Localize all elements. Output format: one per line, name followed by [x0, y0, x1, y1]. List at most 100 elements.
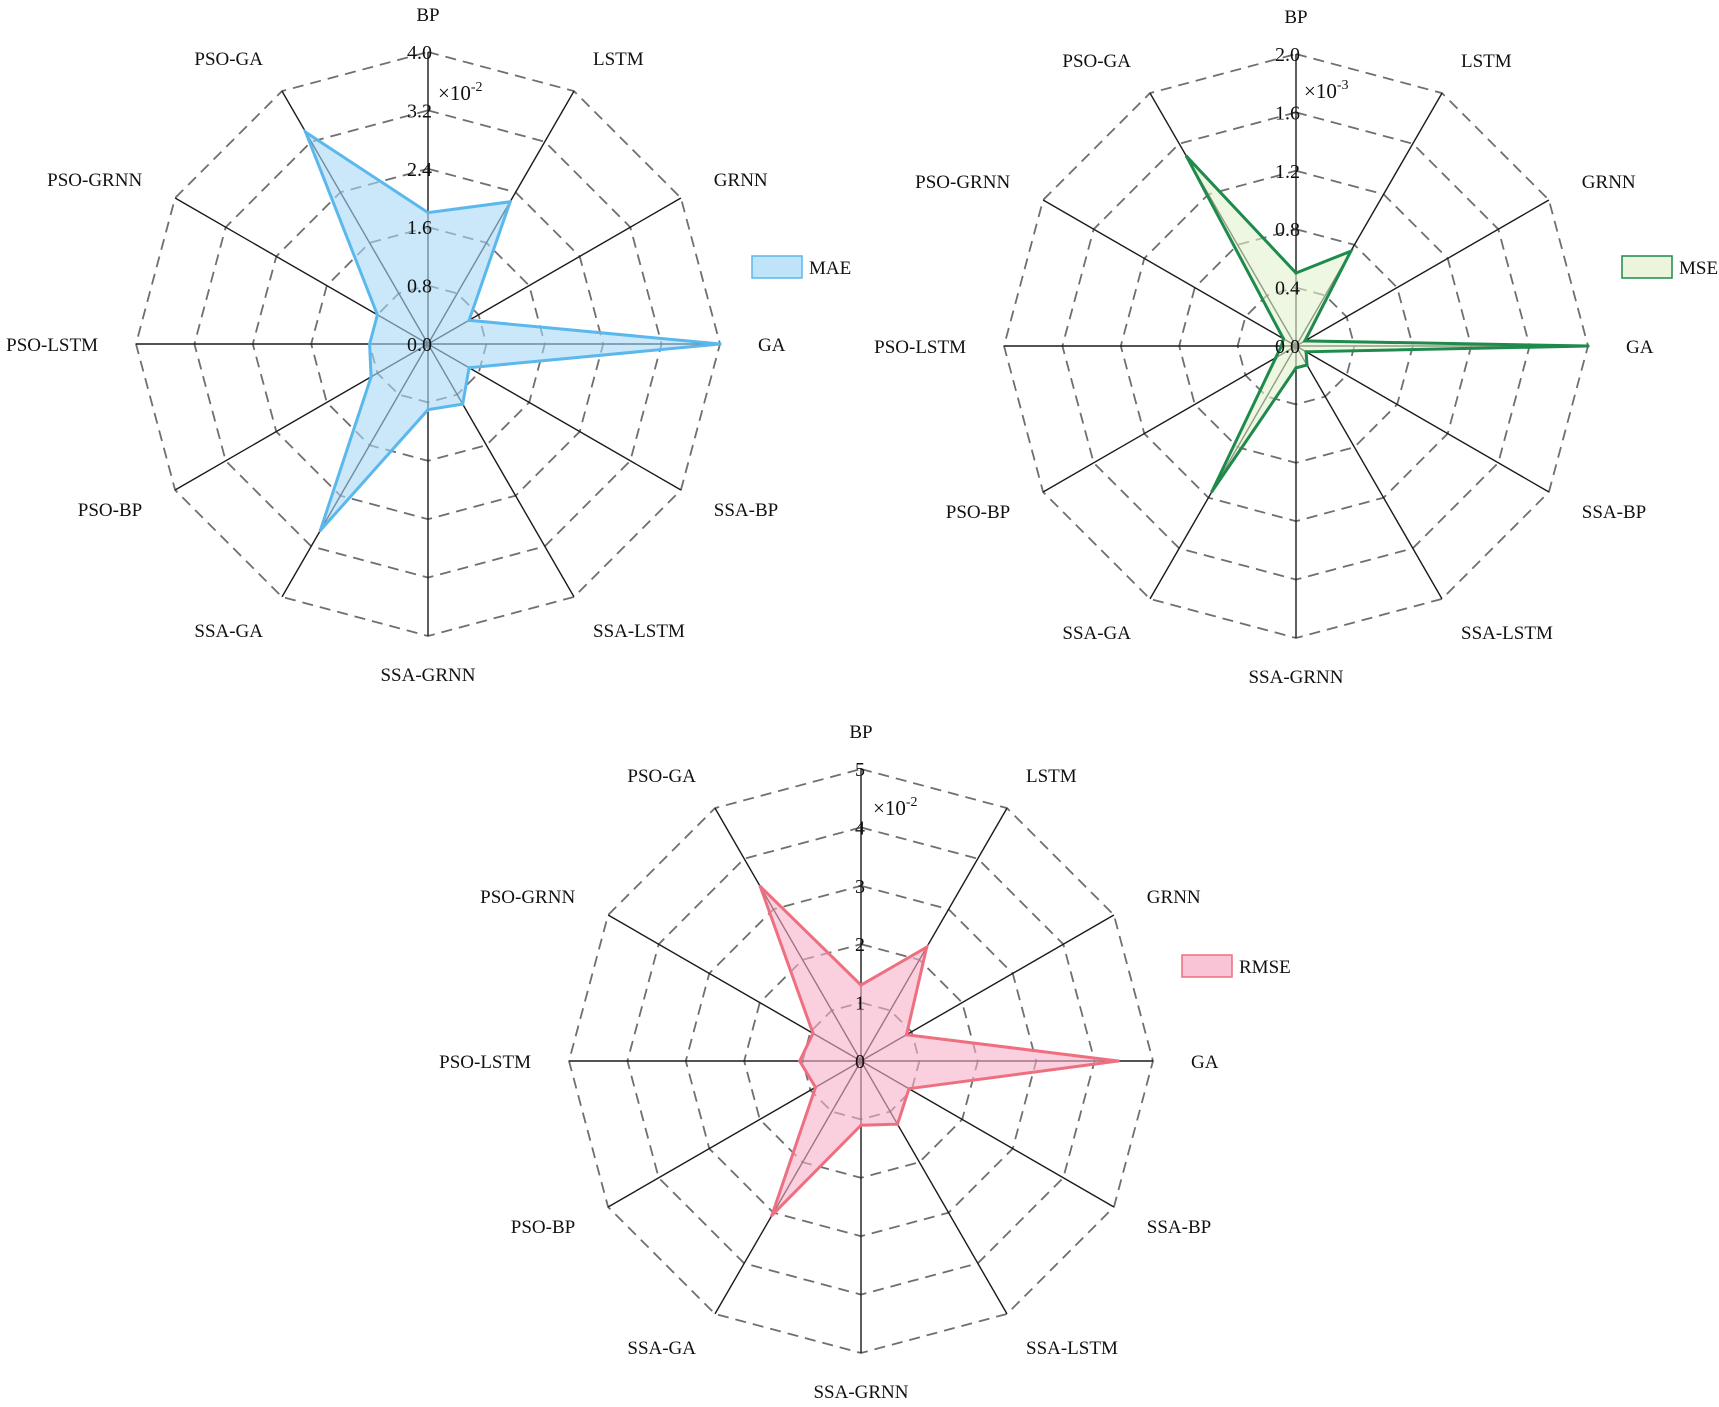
rmse-category-label: PSO-GRNN — [480, 887, 575, 908]
rmse-category-label: PSO-LSTM — [439, 1052, 531, 1073]
mse-category-label: PSO-GRNN — [915, 172, 1010, 193]
mae-tick-label: 2.4 — [407, 159, 432, 181]
rmse-legend-swatch — [1181, 954, 1233, 978]
mae-category-label: PSO-LSTM — [6, 335, 98, 356]
rmse-data-point — [859, 1123, 863, 1127]
mae-legend-label: MAE — [809, 258, 851, 279]
mse-data-point — [1279, 344, 1283, 348]
mse-category-label: SSA-GRNN — [1248, 667, 1343, 688]
mae-data-point — [467, 366, 471, 370]
mse-data-point — [1586, 344, 1590, 348]
mse-category-label: SSA-GA — [1062, 623, 1131, 644]
mse-data-point — [1349, 249, 1353, 253]
rmse-radar-chart: 0 1 2 3 4 5 ×10-2 BP LSTM GRNN GA SSA-BP SSA-LSTM SSA… — [439, 722, 1291, 1403]
mse-data-point — [1274, 356, 1278, 360]
rmse-data-point — [904, 1033, 909, 1037]
mae-data-point — [318, 528, 322, 533]
rmse-data-point — [813, 1085, 818, 1089]
mae-category-label: SSA-BP — [714, 500, 778, 521]
mse-legend-swatch — [1621, 255, 1673, 279]
rmse-data-point — [907, 1087, 911, 1091]
mse-category-label: GRNN — [1582, 172, 1636, 193]
mae-category-label: BP — [416, 5, 439, 26]
mae-data-point — [375, 313, 379, 317]
mae-radar-chart: 0.0 0.8 1.6 2.4 3.2 4.0 ×10-2 BP LSTM GRNN GA SSA-B… — [6, 5, 851, 686]
mae-tick-label: 1.6 — [407, 217, 432, 239]
mse-data-point — [1294, 271, 1298, 275]
mse-data-point — [1184, 154, 1189, 158]
mse-axis-spoke — [1295, 345, 1550, 493]
rmse-category-label: SSA-LSTM — [1026, 1338, 1118, 1359]
mae-data-point — [304, 130, 308, 134]
mse-data-point — [1305, 363, 1309, 367]
mae-data-point — [426, 211, 430, 215]
mse-axis-spoke — [1042, 345, 1297, 493]
mse-axis-spoke — [1295, 345, 1443, 600]
rmse-tick-label: 2 — [855, 934, 865, 956]
mse-radar-chart: 0.0 0.4 0.8 1.2 1.6 2.0×10-3 BP LSTM GRNN GA SSA-B… — [874, 7, 1718, 688]
rmse-data-point — [770, 1213, 774, 1217]
mse-category-label: SSA-BP — [1582, 502, 1646, 523]
mae-category-label: GA — [758, 335, 786, 356]
mae-scale-label: ×10-2 — [438, 80, 483, 105]
rmse-data-point — [859, 983, 863, 987]
rmse-data-point — [798, 1059, 802, 1063]
rmse-scale-label: ×10-2 — [873, 795, 918, 820]
rmse-tick-label: 3 — [855, 876, 865, 898]
mae-category-label: GRNN — [714, 170, 768, 191]
mae-category-label: PSO-GA — [194, 49, 263, 70]
rmse-tick-label: 1 — [855, 993, 865, 1015]
mae-data-point — [467, 318, 471, 322]
rmse-tick-label: 5 — [855, 759, 865, 781]
mae-tick-label: 4.0 — [407, 42, 432, 64]
mae-category-label: PSO-BP — [78, 500, 142, 521]
mse-category-label: PSO-GA — [1062, 51, 1131, 72]
rmse-data-point — [895, 1122, 900, 1126]
rmse-category-label: SSA-BP — [1147, 1217, 1211, 1238]
mse-data-point — [1294, 366, 1298, 370]
mse-category-label: LSTM — [1461, 51, 1512, 72]
mae-data-point — [369, 375, 373, 379]
mse-tick-label: 1.6 — [1275, 102, 1300, 124]
mae-category-label: SSA-LSTM — [593, 621, 685, 642]
mse-category-label: GA — [1626, 337, 1654, 358]
rmse-data-point — [758, 884, 762, 889]
mse-category-label: BP — [1284, 7, 1307, 28]
mae-data-point — [426, 408, 430, 412]
rmse-category-label: BP — [849, 722, 872, 743]
mae-legend-swatch — [751, 255, 803, 279]
rmse-category-label: LSTM — [1026, 766, 1077, 787]
mse-tick-label: 2.0 — [1275, 44, 1300, 66]
mse-data-point — [1304, 350, 1308, 354]
mse-tick-label: 0.0 — [1275, 336, 1300, 358]
mae-data-point — [461, 402, 465, 406]
mae-tick-label: 0.8 — [407, 276, 432, 298]
rmse-tick-label: 0 — [855, 1051, 865, 1073]
mae-category-label: SSA-GA — [194, 621, 263, 642]
mae-category-label: LSTM — [593, 49, 644, 70]
rmse-category-label: SSA-GA — [627, 1338, 696, 1359]
mse-tick-label: 1.2 — [1275, 161, 1300, 183]
rmse-tick-label: 4 — [855, 817, 865, 839]
rmse-legend-label: RMSE — [1239, 957, 1291, 978]
rmse-data-point — [811, 1031, 815, 1035]
mae-data-point — [718, 342, 722, 346]
mse-data-polygon — [1185, 155, 1589, 493]
mse-tick-label: 0.8 — [1275, 219, 1300, 241]
mse-data-point — [1303, 339, 1307, 343]
rmse-category-label: GRNN — [1147, 887, 1201, 908]
mse-data-point — [1210, 489, 1214, 493]
mse-category-label: PSO-LSTM — [874, 337, 966, 358]
rmse-category-label: PSO-BP — [511, 1217, 575, 1238]
mae-category-label: SSA-GRNN — [380, 665, 475, 686]
mse-scale-label: ×10-3 — [1304, 78, 1349, 103]
rmse-data-polygon — [758, 885, 1119, 1217]
mae-tick-label: 0.0 — [407, 334, 432, 356]
mse-data-point — [1281, 337, 1285, 341]
mse-legend-label: MSE — [1679, 258, 1718, 279]
rmse-category-label: SSA-GRNN — [813, 1382, 908, 1403]
mae-tick-label: 3.2 — [407, 100, 432, 122]
mse-axis-spoke — [1295, 199, 1550, 347]
mae-data-point — [508, 200, 512, 204]
